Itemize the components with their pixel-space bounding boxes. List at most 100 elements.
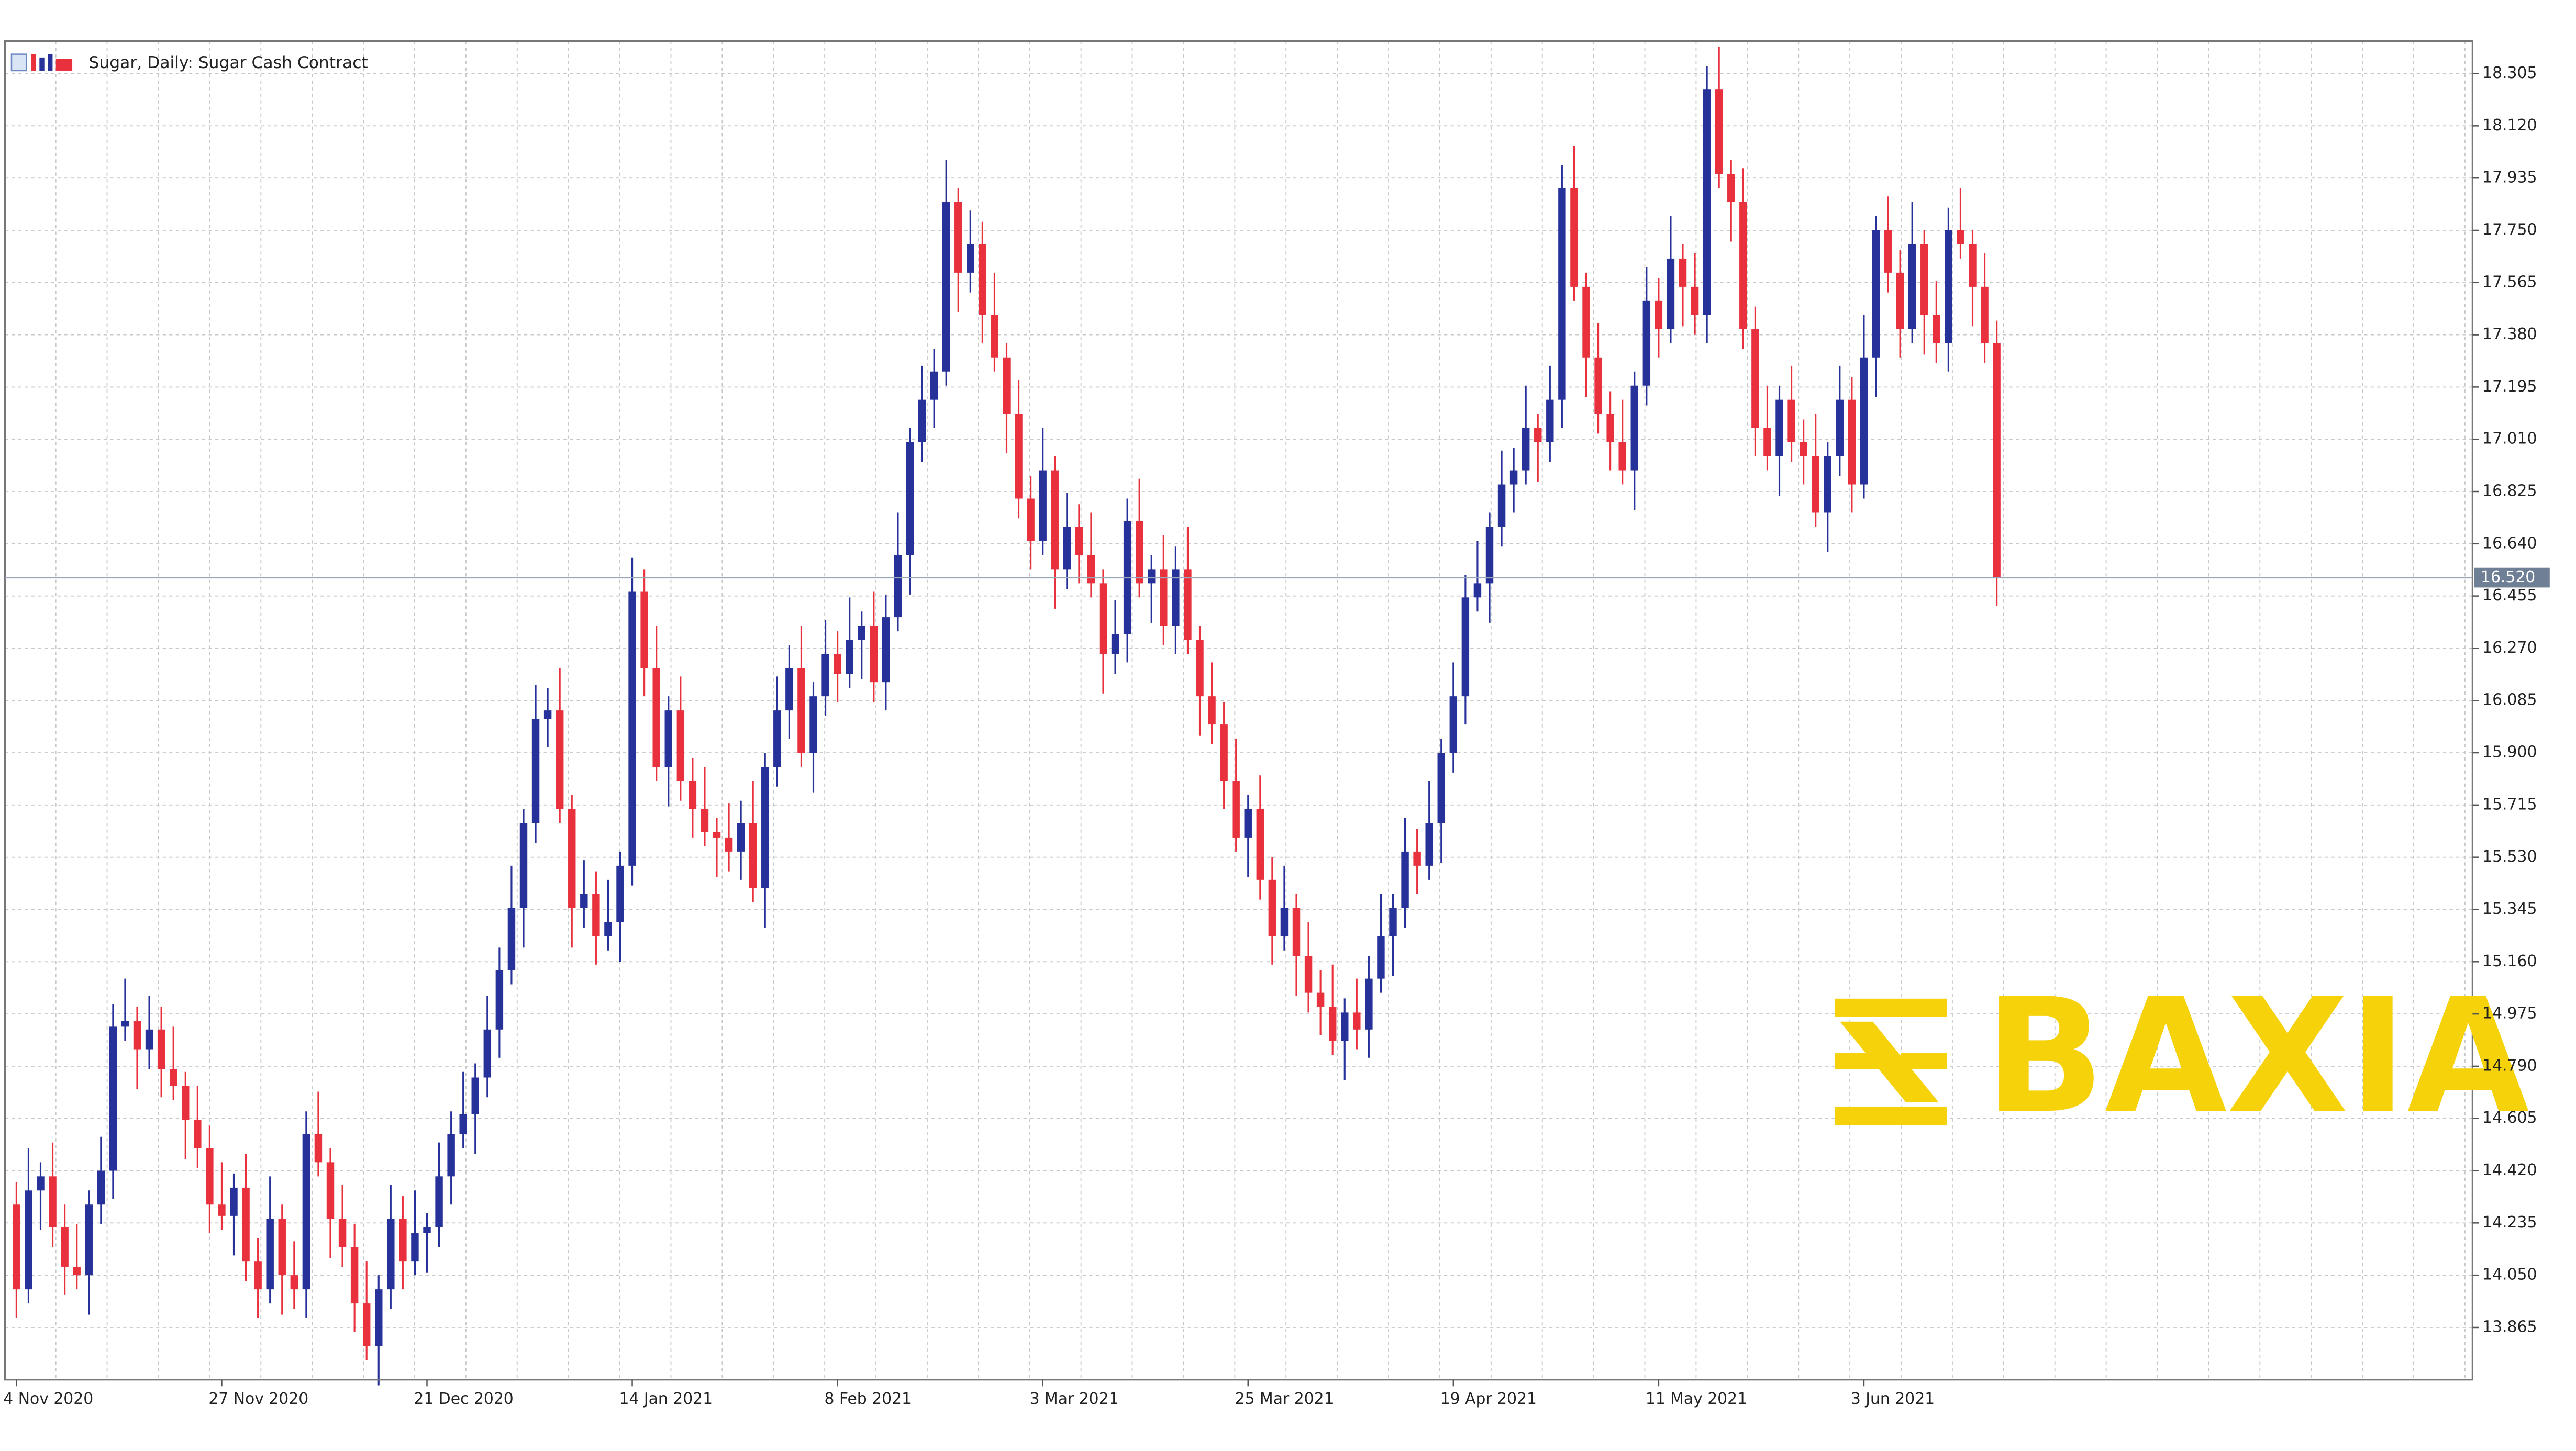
logo-bar <box>1901 1053 1947 1069</box>
candle-body <box>1679 258 1687 287</box>
candle-body <box>834 654 841 674</box>
candle-body <box>302 1134 310 1290</box>
candle-body <box>821 654 829 697</box>
candle-body <box>749 823 757 889</box>
candle-body <box>1509 470 1518 485</box>
candle-body <box>1304 956 1313 993</box>
logo-bar <box>1835 998 1947 1017</box>
candle-body <box>519 823 528 908</box>
candle-body <box>507 908 516 970</box>
candle-body <box>1401 851 1409 908</box>
y-tick-label: 15.715 <box>2482 795 2537 813</box>
candle-body <box>121 1021 129 1027</box>
candle-body <box>338 1219 347 1247</box>
candle-body <box>870 626 878 683</box>
candle-body <box>314 1134 323 1163</box>
candle-body <box>1087 555 1095 584</box>
candle-body <box>846 640 853 674</box>
candle-body <box>169 1069 177 1086</box>
y-tick-label: 15.160 <box>2482 952 2537 970</box>
candle-body <box>1534 428 1542 442</box>
x-tick-label: 25 Mar 2021 <box>1235 1390 1334 1408</box>
logo-bar <box>1835 1053 1881 1069</box>
candle-body <box>689 781 697 809</box>
candle-body <box>894 555 902 618</box>
candle-body <box>1160 569 1168 626</box>
y-tick-label: 14.235 <box>2482 1213 2537 1232</box>
candle-body <box>1860 357 1868 485</box>
candle-body <box>97 1170 105 1205</box>
candle-body <box>1981 286 1989 343</box>
x-tick-label: 14 Jan 2021 <box>619 1390 713 1408</box>
candle-body <box>157 1029 165 1069</box>
logo-stroke <box>1840 1021 1939 1102</box>
x-tick-label: 8 Feb 2021 <box>825 1390 912 1408</box>
candle-body <box>471 1077 479 1114</box>
candle-body <box>1800 442 1807 456</box>
candle-body <box>1425 823 1433 866</box>
candle-body <box>1461 597 1470 697</box>
candle-body <box>423 1227 431 1233</box>
candle-body <box>1618 442 1626 471</box>
candle-body <box>1546 399 1554 442</box>
candle-body <box>1751 329 1759 428</box>
candle-body <box>206 1148 214 1205</box>
watermark-logo <box>1835 998 1947 1125</box>
candle-body <box>531 719 540 823</box>
candle-body <box>218 1204 226 1216</box>
candle-body <box>858 626 865 640</box>
candle-body <box>1812 456 1819 513</box>
candle-body <box>918 399 926 442</box>
candle-body <box>930 371 938 400</box>
candle-body <box>991 315 998 358</box>
last-price-label: 16.520 <box>2481 568 2535 586</box>
y-tick-label: 16.270 <box>2482 639 2537 657</box>
candle-body <box>640 591 648 668</box>
candle-body <box>194 1120 202 1148</box>
candle-body <box>1256 809 1264 880</box>
candle-body <box>483 1029 492 1078</box>
candle-body <box>954 202 962 273</box>
candle-body <box>1292 908 1301 956</box>
icon-bar <box>55 59 73 71</box>
candle-body <box>652 668 660 767</box>
candle-body <box>1099 583 1107 654</box>
candle-body <box>676 710 685 782</box>
candle-body <box>37 1176 45 1191</box>
candle-body <box>1787 399 1795 442</box>
y-tick-label: 16.085 <box>2482 691 2537 709</box>
candle-body <box>1377 936 1385 979</box>
candle-body <box>1594 357 1602 414</box>
candle-body <box>1413 851 1421 866</box>
candle-body <box>1727 174 1735 203</box>
candle-body <box>701 809 709 832</box>
x-tick-label: 19 Apr 2021 <box>1440 1390 1537 1408</box>
candle-body <box>399 1219 407 1262</box>
candle-body <box>1063 527 1071 570</box>
candle-body <box>1667 258 1675 329</box>
candle-body <box>447 1134 455 1177</box>
candle-body <box>1135 521 1143 584</box>
candle-body <box>1473 583 1482 598</box>
candle-body <box>145 1029 153 1050</box>
candle-body <box>1232 781 1240 838</box>
candle-body <box>411 1233 419 1262</box>
candle-body <box>435 1176 443 1227</box>
logo-bar <box>1835 1107 1947 1125</box>
candle-body <box>1184 569 1192 640</box>
candle-body <box>1437 753 1445 823</box>
candle-body <box>1111 634 1119 654</box>
candle-body <box>1836 399 1844 456</box>
candle-body <box>1933 315 1940 343</box>
candle-body <box>809 696 817 753</box>
x-tick-label: 3 Mar 2021 <box>1030 1390 1119 1408</box>
symbol-icon <box>10 53 73 72</box>
candle-body <box>278 1219 286 1276</box>
candle-body <box>628 591 636 866</box>
candle-body <box>1872 230 1880 358</box>
candle-body <box>1280 908 1289 936</box>
watermark: BAXIA <box>1984 965 2530 1148</box>
